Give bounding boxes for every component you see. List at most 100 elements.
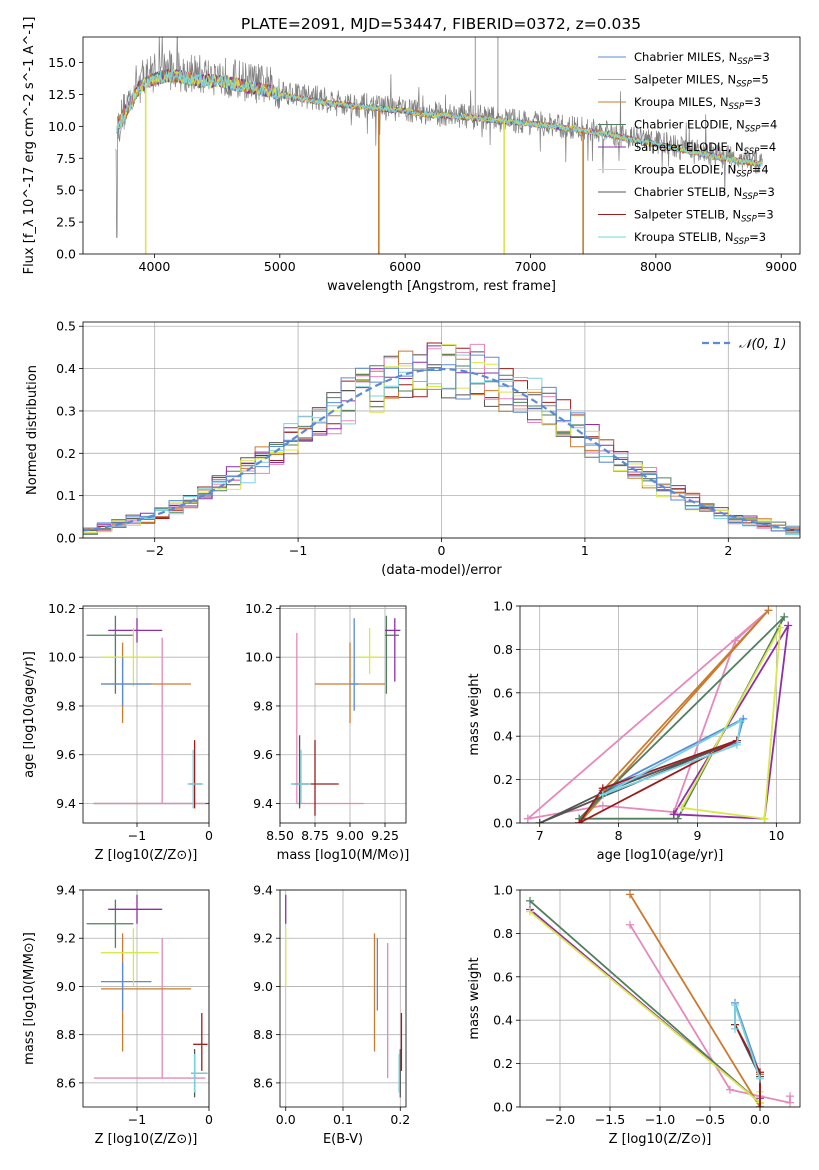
- legend-entry: Salpeter MILES, NSSP=5: [634, 73, 769, 90]
- y-tick-label: 0.2: [493, 772, 513, 787]
- weight-line: [680, 627, 782, 820]
- y-tick-label: 9.6: [56, 747, 76, 762]
- y-tick-label: 8.8: [253, 1027, 273, 1042]
- y-tick-label: 9.4: [56, 883, 76, 898]
- y-tick-label: 0.0: [56, 247, 76, 262]
- y-tick-label: 9.8: [253, 698, 273, 713]
- x-tick-label: 9.25: [371, 828, 399, 843]
- legend-entry: Kroupa ELODIE, NSSP=4: [634, 163, 769, 180]
- errorbar-salpeter-miles: [93, 637, 206, 805]
- y-tick-label: 9.0: [56, 979, 76, 994]
- y-tick-label: 10.0: [48, 119, 76, 134]
- x-tick-label: −1: [289, 543, 307, 558]
- y-tick-label: 2.5: [56, 215, 76, 230]
- y-tick-label: 0.0: [493, 1100, 513, 1115]
- x-axis-label: E(B-V): [323, 1132, 363, 1147]
- weight-marker: [764, 606, 773, 615]
- x-tick-label: 5000: [264, 259, 296, 274]
- weight-marker: [669, 810, 678, 819]
- y-tick-label: 9.4: [56, 796, 76, 811]
- x-tick-label: 9: [693, 828, 701, 843]
- panel-spectrum: 4000 5000 6000 7000 8000 9000 0.0 2.5 5.0 7.5 10.0…: [22, 17, 801, 294]
- weight-marker: [780, 612, 789, 621]
- weight-line: [629, 893, 761, 1107]
- y-tick-label: 10.0: [245, 650, 273, 665]
- weight-marker: [731, 1024, 739, 1033]
- weight-marker: [726, 1085, 734, 1094]
- y-tick-label: 12.5: [48, 87, 76, 102]
- axes-frame: [82, 605, 210, 824]
- weight-marker: [626, 890, 634, 899]
- errorbar-chabrier-stelib: [291, 735, 308, 809]
- errorbar-kroupa-elodie: [101, 928, 159, 987]
- x-tick-label: 7000: [515, 259, 547, 274]
- legend-entry: Chabrier STELIB, NSSP=3: [634, 185, 775, 202]
- panel-age-vs-mass: 8.50 8.75 9.00 9.25 9.4 9.6 9.8 10.0 10.2 mass [l…: [245, 601, 409, 863]
- axes-frame: [519, 605, 801, 824]
- x-tick-label: 0: [205, 1112, 213, 1127]
- plot-area: [83, 342, 800, 537]
- weight-marker: [760, 814, 769, 823]
- plot-area: [115, 37, 763, 254]
- weight-marker: [756, 1074, 764, 1083]
- weight-marker: [732, 740, 741, 749]
- x-tick-label: 8.75: [301, 828, 329, 843]
- errorbar-salpeter-elodie: [108, 618, 163, 643]
- errorbar-chabrier-elodie: [385, 615, 399, 694]
- errorbar-chabrier-miles: [350, 618, 359, 711]
- y-tick-label: 0.5: [56, 319, 76, 334]
- weight-kroupa-elodie: [677, 623, 785, 823]
- y-tick-label: 9.6: [253, 747, 273, 762]
- x-tick-label: 8000: [640, 259, 672, 274]
- x-tick-label: 2: [724, 543, 732, 558]
- x-tick-label: 10: [768, 828, 784, 843]
- panel-age-vs-Z: −1 0 9.4 9.6 9.8 10.0 10.2 Z [log10(Z/Z⊙)] age […: [22, 601, 213, 863]
- weight-line: [602, 719, 742, 796]
- axes-frame: [82, 36, 801, 255]
- legend-entry: Chabrier ELODIE, NSSP=4: [634, 118, 777, 135]
- legend-entry: Chabrier MILES, NSSP=3: [634, 50, 770, 67]
- panel-mass-vs-Z: −1 0 8.6 8.8 9.0 9.2 9.4 Z [log10(Z/Z⊙)] mass [l…: [22, 883, 213, 1148]
- y-tick-label: 9.0: [253, 979, 273, 994]
- errorbar-salpeter-elodie: [385, 618, 401, 682]
- x-tick-label: 0.0: [276, 1112, 296, 1127]
- y-axis-label: mass weight: [467, 673, 482, 755]
- errorbar-kroupa-stelib: [291, 749, 311, 804]
- figure-title: PLATE=2091, MJD=53447, FIBERID=0372, z=0…: [241, 15, 641, 33]
- axes-frame: [82, 889, 210, 1108]
- weight-marker: [756, 1103, 764, 1107]
- y-tick-label: 1.0: [493, 599, 513, 614]
- errorbar-chabrier-elodie: [86, 615, 134, 694]
- y-tick-label: 9.4: [253, 883, 273, 898]
- x-axis-label: Z [log10(Z/Z⊙)]: [609, 1132, 712, 1147]
- y-axis-label: mass [log10(M/M⊙)]: [22, 932, 37, 1065]
- panel-weight-vs-Z: −2.0 −1.5 −1.0 −0.5 0.0 0.0 0.2 0.4 0.6 0.8 1.0 Z […: [467, 883, 801, 1147]
- y-tick-label: 7.5: [56, 151, 76, 166]
- y-tick-label: 0.4: [493, 1013, 513, 1028]
- y-tick-label: 0.6: [493, 969, 513, 984]
- weight-marker: [626, 920, 634, 929]
- x-axis-label: Z [log10(Z/Z⊙)]: [95, 1132, 198, 1147]
- weight-line: [734, 1004, 761, 1080]
- plot-area: [285, 894, 403, 1098]
- x-tick-label: 7: [536, 828, 544, 843]
- y-tick-label: 9.2: [253, 931, 273, 946]
- y-tick-label: 9.8: [56, 698, 76, 713]
- errorbar-salpeter-elodie: [108, 894, 163, 924]
- x-tick-label: 8.50: [266, 828, 294, 843]
- y-axis-label: age [log10(age/yr)]: [22, 651, 37, 778]
- y-tick-label: 8.8: [56, 1027, 76, 1042]
- panel-mass-vs-ebv: 0.0 0.1 0.2 8.6 8.8 9.0 9.2 9.4 E(B-V): [253, 883, 410, 1148]
- x-tick-label: −1.5: [595, 1112, 625, 1127]
- model-kroupa-stelib: [116, 68, 763, 168]
- plot-area: [526, 890, 794, 1107]
- y-tick-label: 8.6: [253, 1075, 273, 1090]
- errorbar-salpeter-stelib: [193, 1012, 208, 1071]
- weight-marker: [736, 717, 745, 726]
- x-tick-label: 0.1: [333, 1112, 353, 1127]
- y-tick-label: 0.0: [493, 816, 513, 831]
- plot-area: [86, 894, 208, 1098]
- y-tick-label: 0.1: [56, 488, 76, 503]
- x-tick-label: 1: [581, 543, 589, 558]
